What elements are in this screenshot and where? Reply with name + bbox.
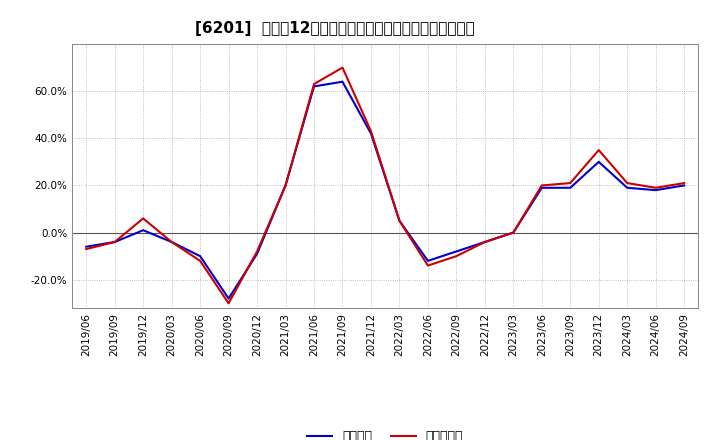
- 当期純利益: [595, 147, 603, 153]
- 当期純利益: [338, 65, 347, 70]
- 経常利益: [139, 227, 148, 233]
- 経常利益: [537, 185, 546, 191]
- 当期純利益: [366, 128, 375, 134]
- 当期純利益: [282, 183, 290, 188]
- 当期純利益: [253, 249, 261, 254]
- 経常利益: [395, 218, 404, 224]
- 経常利益: [566, 185, 575, 191]
- 経常利益: [282, 183, 290, 188]
- Line: 経常利益: 経常利益: [86, 82, 684, 299]
- 経常利益: [652, 187, 660, 193]
- 経常利益: [338, 79, 347, 84]
- 経常利益: [366, 131, 375, 136]
- 経常利益: [167, 239, 176, 245]
- Line: 当期純利益: 当期純利益: [86, 68, 684, 303]
- 当期純利益: [139, 216, 148, 221]
- 経常利益: [196, 253, 204, 259]
- 当期純利益: [225, 301, 233, 306]
- 経常利益: [82, 244, 91, 249]
- 経常利益: [623, 185, 631, 191]
- 経常利益: [509, 230, 518, 235]
- Title: [6201]  利益だ12か月移動合計の対前年同期増減率の推移: [6201] 利益だ12か月移動合計の対前年同期増減率の推移: [195, 21, 475, 36]
- 経常利益: [310, 84, 318, 89]
- 経常利益: [253, 251, 261, 257]
- 経常利益: [225, 296, 233, 301]
- 当期純利益: [167, 239, 176, 245]
- 当期純利益: [310, 81, 318, 87]
- 当期純利益: [652, 185, 660, 191]
- 当期純利益: [196, 258, 204, 264]
- 経常利益: [110, 239, 119, 245]
- 当期純利益: [110, 239, 119, 245]
- 経常利益: [595, 159, 603, 165]
- 当期純利益: [623, 180, 631, 186]
- 当期純利益: [82, 246, 91, 252]
- 当期純利益: [395, 218, 404, 224]
- 当期純利益: [680, 180, 688, 186]
- 経常利益: [480, 239, 489, 245]
- Legend: 経常利益, 当期純利益: 経常利益, 当期純利益: [302, 425, 468, 440]
- 当期純利益: [480, 239, 489, 245]
- 経常利益: [680, 183, 688, 188]
- 当期純利益: [423, 263, 432, 268]
- 当期純利益: [509, 230, 518, 235]
- 当期純利益: [537, 183, 546, 188]
- 当期純利益: [452, 253, 461, 259]
- 経常利益: [452, 249, 461, 254]
- 経常利益: [423, 258, 432, 264]
- 当期純利益: [566, 180, 575, 186]
